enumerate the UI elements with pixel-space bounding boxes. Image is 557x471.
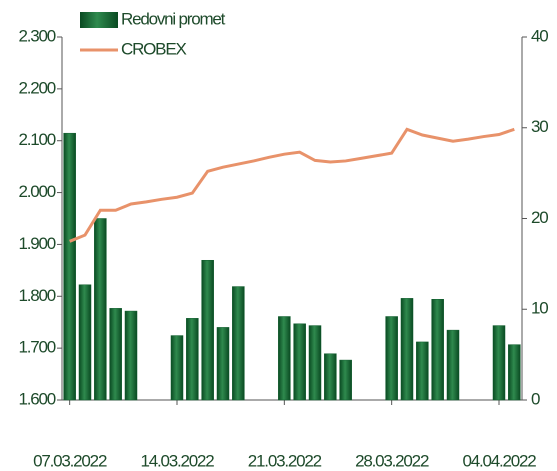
y2-tick-label: 20 xyxy=(531,208,548,227)
bar xyxy=(94,218,107,401)
bar xyxy=(492,325,506,401)
line xyxy=(69,127,515,243)
bar xyxy=(324,353,337,401)
bar xyxy=(186,318,199,401)
y-tick-label: 1.900 xyxy=(18,234,55,253)
bar xyxy=(216,327,230,401)
y-tick-label: 2.000 xyxy=(18,182,55,201)
bar xyxy=(109,308,122,401)
bar xyxy=(446,329,460,401)
legend-label: CROBEX xyxy=(121,39,186,58)
x-tick-label: 28.03.2022 xyxy=(355,451,429,470)
bar xyxy=(293,323,306,401)
legend-label: Redovni promet xyxy=(121,9,226,28)
bar xyxy=(78,284,92,401)
x-tick-label: 14.03.2022 xyxy=(140,451,214,470)
y-tick-label: 1.700 xyxy=(18,338,55,357)
x-tick-label: 07.03.2022 xyxy=(33,451,107,470)
y2-tick-label: 0 xyxy=(531,389,540,408)
x-tick-label: 21.03.2022 xyxy=(248,451,322,470)
y-tick-label: 2.300 xyxy=(18,26,55,45)
legend-swatch xyxy=(80,12,118,28)
bar xyxy=(232,286,245,401)
y-tick-label: 1.600 xyxy=(18,389,55,408)
y-tick-label: 2.100 xyxy=(18,130,55,149)
bar xyxy=(431,299,444,401)
bar xyxy=(170,335,184,401)
x-tick-label: 04.04.2022 xyxy=(462,451,536,470)
bar xyxy=(400,298,414,401)
bar xyxy=(63,132,76,401)
bar xyxy=(278,316,291,401)
y2-tick-label: 10 xyxy=(531,299,548,318)
bar xyxy=(385,316,398,401)
bar xyxy=(416,341,429,401)
y2-tick-label: 30 xyxy=(531,117,548,136)
bar xyxy=(201,259,214,401)
bar xyxy=(508,344,521,401)
y-tick-label: 2.200 xyxy=(18,78,55,97)
y2-tick-label: 40 xyxy=(531,26,548,45)
y-tick-label: 1.800 xyxy=(18,286,55,305)
bar xyxy=(339,359,352,401)
bar xyxy=(124,310,138,401)
bar xyxy=(308,325,322,401)
